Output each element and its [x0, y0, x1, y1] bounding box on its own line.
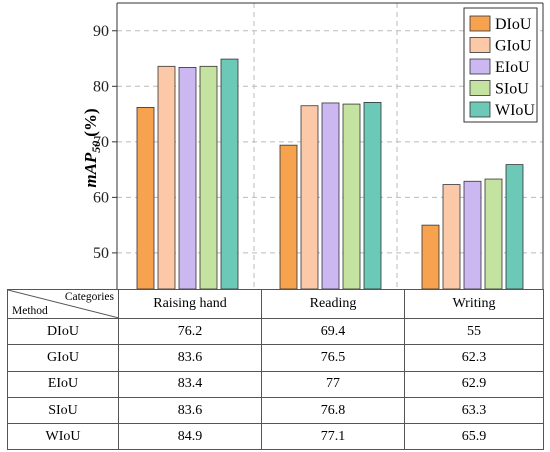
- legend-label: GIoU: [495, 38, 532, 55]
- corner-method-label: Method: [12, 305, 48, 317]
- y-tick-labels: 50 60 70 80 90: [93, 23, 117, 262]
- value-cell: 83.6: [118, 396, 262, 425]
- results-table: Categories Method Raising hand Reading W…: [7, 289, 544, 451]
- table-row: EIoU 83.4 77 62.9: [7, 370, 544, 398]
- legend-swatch: [469, 101, 491, 118]
- bar-wiou-reading: [363, 102, 382, 290]
- bar-eiou-reading: [321, 102, 340, 290]
- method-cell: WIoU: [7, 423, 119, 451]
- corner-diagonal: [8, 290, 119, 318]
- bar-siou-raising-hand: [199, 65, 218, 290]
- table-row: GIoU 83.6 76.5 62.3: [7, 344, 544, 372]
- legend-label: WIoU: [495, 102, 535, 119]
- table-row: WIoU 84.9 77.1 65.9: [7, 423, 544, 451]
- table-row: SIoU 83.6 76.8 63.3: [7, 396, 544, 425]
- y-tick-label: 80: [93, 78, 109, 95]
- column-header: Reading: [261, 289, 405, 319]
- bar-diou-writing: [421, 224, 440, 290]
- bar-diou-reading: [279, 144, 298, 290]
- value-cell: 83.4: [118, 370, 262, 398]
- bar-giou-reading: [300, 105, 319, 290]
- y-tick-label: 60: [93, 189, 109, 206]
- legend-label: DIoU: [495, 16, 532, 33]
- y-tick-label: 90: [93, 23, 109, 40]
- method-cell: GIoU: [7, 344, 119, 372]
- value-cell: 76.5: [261, 344, 405, 372]
- value-cell: 69.4: [261, 317, 405, 346]
- y-tick-label: 50: [93, 245, 109, 262]
- corner-categories-label: Categories: [64, 291, 114, 303]
- bar-chart: 50 60 70 80 90 mAP50(%) DIoU GIoU EIoU SIoU WIoU: [81, 2, 544, 290]
- bar-giou-raising-hand: [157, 65, 176, 290]
- bar-wiou-writing: [505, 164, 524, 290]
- value-cell: 76.2: [118, 317, 262, 346]
- bar-eiou-raising-hand: [178, 67, 197, 290]
- value-cell: 76.8: [261, 396, 405, 425]
- legend-label: SIoU: [495, 81, 529, 98]
- method-cell: SIoU: [7, 396, 119, 425]
- bar-eiou-writing: [463, 180, 482, 290]
- value-cell: 62.9: [404, 370, 544, 398]
- bar-siou-writing: [484, 178, 503, 290]
- table-header-row: Categories Method Raising hand Reading W…: [7, 289, 544, 319]
- value-cell: 77: [261, 370, 405, 398]
- legend-swatch: [469, 15, 491, 32]
- value-cell: 84.9: [118, 423, 262, 451]
- column-header: Writing: [404, 289, 544, 319]
- value-cell: 83.6: [118, 344, 262, 372]
- column-header: Raising hand: [118, 289, 262, 319]
- y-tick-label: 70: [93, 134, 109, 151]
- value-cell: 77.1: [261, 423, 405, 451]
- legend-swatch: [469, 58, 491, 75]
- bar-diou-raising-hand: [136, 107, 155, 290]
- y-axis-label: mAP50(%): [81, 108, 103, 187]
- axes: [116, 2, 544, 289]
- table-corner-cell: Categories Method: [7, 289, 119, 319]
- value-cell: 63.3: [404, 396, 544, 425]
- legend: DIoU GIoU EIoU SIoU WIoU: [463, 7, 538, 123]
- method-cell: EIoU: [7, 370, 119, 398]
- bar-giou-writing: [442, 184, 461, 290]
- bar-wiou-raising-hand: [220, 58, 239, 290]
- table-row: DIoU 76.2 69.4 55: [7, 317, 544, 346]
- method-cell: DIoU: [7, 317, 119, 346]
- bar-siou-reading: [342, 103, 361, 290]
- legend-swatch: [469, 80, 491, 96]
- value-cell: 62.3: [404, 344, 544, 372]
- value-cell: 65.9: [404, 423, 544, 451]
- legend-swatch: [469, 37, 491, 53]
- value-cell: 55: [404, 317, 544, 346]
- legend-label: EIoU: [495, 59, 530, 76]
- bars: [136, 58, 524, 290]
